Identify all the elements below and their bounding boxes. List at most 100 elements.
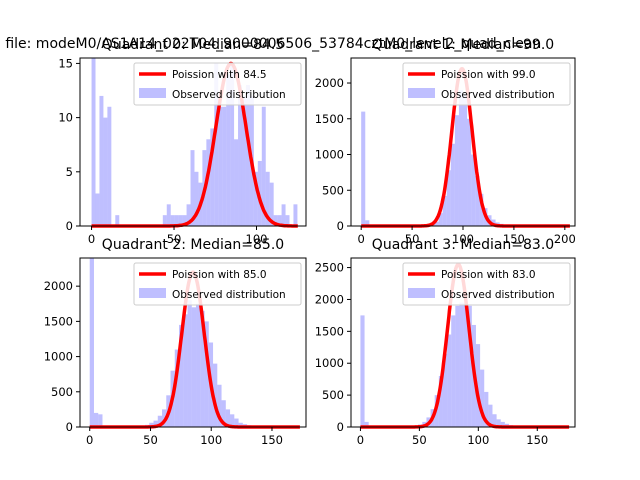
y-tick-label: 0 xyxy=(66,420,73,434)
legend-bar-swatch xyxy=(408,88,435,98)
histogram-bar xyxy=(182,215,187,226)
histogram-bar xyxy=(95,193,100,226)
histogram-bar xyxy=(186,204,191,226)
histogram-bar xyxy=(179,324,184,427)
histogram-bar xyxy=(213,363,218,427)
x-tick-label: 0 xyxy=(358,232,365,246)
histogram-bar xyxy=(458,90,463,226)
legend-box xyxy=(402,62,571,106)
subplot-quadrant-0: Quadrant 0: Median=84.5 0 50 100 0 5 10 15 Poiss… xyxy=(58,37,307,246)
histogram-bar xyxy=(492,414,497,427)
x-tick-label: 50 xyxy=(167,232,182,246)
histogram-bar xyxy=(91,58,96,226)
legend-label-observed: Observed distribution xyxy=(172,289,286,301)
histogram-bar xyxy=(217,384,222,427)
histogram-bar xyxy=(99,95,104,226)
histogram-bar xyxy=(442,195,447,226)
histogram-bar xyxy=(484,391,489,427)
axes-frame xyxy=(79,257,307,428)
legend-label-observed: Observed distribution xyxy=(441,89,555,101)
histogram-bar xyxy=(89,258,94,427)
y-tick-label: 1500 xyxy=(44,314,73,328)
histogram-bar xyxy=(157,415,163,427)
y-tick-label: 0 xyxy=(337,420,344,434)
histogram-bar xyxy=(174,349,180,427)
histogram-bar xyxy=(98,414,103,427)
histogram-bar xyxy=(234,139,239,226)
histogram-bar xyxy=(500,421,505,427)
y-tick-label: 10 xyxy=(58,111,73,125)
legend-bar-swatch xyxy=(139,88,166,98)
x-tick-label: 150 xyxy=(503,232,525,246)
histogram-bar xyxy=(238,422,243,427)
figure-suptitle: n file: modeM0/AS1A14_022T04_9000006506_… xyxy=(0,36,541,52)
histogram-bar xyxy=(467,305,472,427)
x-tick-label: 100 xyxy=(200,433,222,447)
histogram-bar xyxy=(496,419,501,427)
legend-label-poisson: Poission with 84.5 xyxy=(172,69,267,81)
histogram-bar xyxy=(360,315,365,427)
y-tick-label: 0 xyxy=(66,219,73,233)
histogram-bar xyxy=(463,302,468,427)
x-tick-label: 50 xyxy=(412,433,427,447)
y-tick-label: 500 xyxy=(51,385,73,399)
histogram-bar xyxy=(491,219,496,226)
histogram-bar xyxy=(438,213,443,226)
histogram-bar xyxy=(361,111,366,226)
histogram-bar xyxy=(153,420,158,427)
histogram-bar xyxy=(281,204,286,226)
histogram-bar xyxy=(365,220,370,226)
x-tick-label: 200 xyxy=(554,232,576,246)
histogram-bar xyxy=(222,106,227,226)
histogram-bar xyxy=(162,409,167,427)
histogram-bar xyxy=(183,314,188,427)
subplot-quadrant-1: Quadrant 1: Median=99.00 50 100 150 20005001… xyxy=(315,37,576,246)
y-tick-label: 2000 xyxy=(44,279,73,293)
histogram-bar xyxy=(459,302,464,427)
histogram-bar xyxy=(238,85,242,226)
x-tick-label: 100 xyxy=(452,232,474,246)
histogram-bar xyxy=(204,321,209,427)
x-tick-label: 100 xyxy=(246,232,268,246)
histogram-bar xyxy=(226,74,231,227)
histogram-bar xyxy=(442,353,448,427)
legend-label-poisson: Poission with 99.0 xyxy=(441,69,536,81)
histogram-bar xyxy=(479,193,484,226)
x-tick-label: 0 xyxy=(88,232,95,246)
legend-box xyxy=(402,262,571,306)
subplot-quadrant-2: Quadrant 2: Median=85.00 50 100 15005001000… xyxy=(44,237,307,447)
histogram-bar xyxy=(438,375,443,427)
histogram-bar xyxy=(364,421,369,427)
histogram-bar xyxy=(149,422,154,427)
x-tick-label: 50 xyxy=(405,232,420,246)
histogram-bar xyxy=(214,63,219,226)
histogram-bar xyxy=(174,215,179,226)
legend-box xyxy=(133,62,302,106)
legend-box xyxy=(133,262,302,306)
subplot-title: Quadrant 3: Median=83.0 xyxy=(372,237,554,253)
histogram-bar xyxy=(471,154,476,226)
legend-label-observed: Observed distribution xyxy=(441,289,555,301)
y-tick-label: 1000 xyxy=(315,356,344,370)
histogram-bar xyxy=(234,418,239,427)
histogram-bar xyxy=(166,204,171,226)
histogram-bar xyxy=(103,117,108,226)
histogram-bar xyxy=(475,175,480,226)
axes-frame xyxy=(79,57,307,227)
histogram-bar xyxy=(446,170,451,226)
x-tick-label: 0 xyxy=(86,433,93,447)
subplot-title: Quadrant 1: Median=99.0 xyxy=(372,37,554,53)
histogram-bar xyxy=(277,215,282,226)
x-tick-label: 150 xyxy=(526,433,548,447)
histogram-bar xyxy=(170,215,175,226)
histogram-bar xyxy=(467,118,472,226)
legend-bar-swatch xyxy=(139,288,166,298)
subplot-quadrant-3: Quadrant 3: Median=83.00 50 100 15005001000… xyxy=(315,237,576,447)
histogram-bar xyxy=(221,400,226,427)
y-tick-label: 5 xyxy=(66,165,73,179)
y-tick-label: 2000 xyxy=(315,292,344,306)
histogram-bar xyxy=(463,93,468,226)
histogram-bar xyxy=(273,215,278,226)
y-tick-label: 1500 xyxy=(315,112,344,126)
